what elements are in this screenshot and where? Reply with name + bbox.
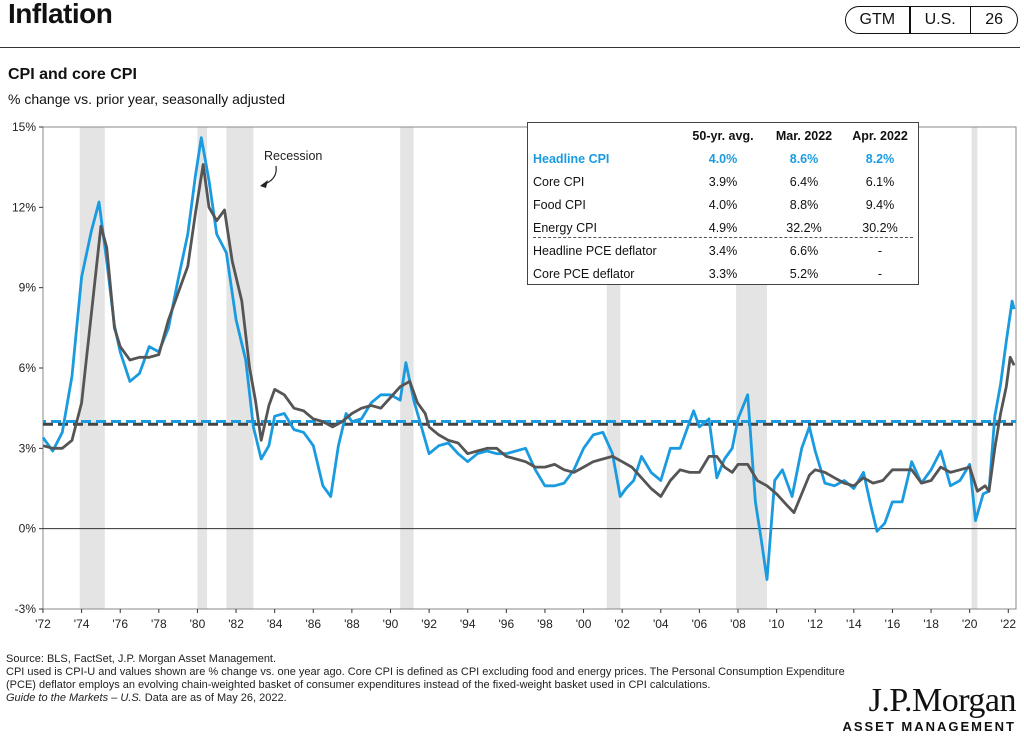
table-cell-label: Core CPI [533, 175, 585, 189]
x-tick-label: '94 [460, 617, 476, 631]
table-cell-avg: 4.0% [708, 198, 738, 212]
header-rule [0, 47, 1020, 48]
table-cell-mar: 8.8% [789, 198, 819, 212]
x-tick-label: '78 [151, 617, 167, 631]
badge-region: U.S. [924, 11, 956, 28]
stats-table: 50-yr. avg. Mar. 2022 Apr. 2022 Headline… [527, 122, 919, 285]
annotation-arrow [261, 165, 277, 186]
x-tick-label: '84 [267, 617, 283, 631]
x-tick-label: '80 [190, 617, 206, 631]
recession-bar [971, 127, 978, 609]
badge-divider [969, 7, 972, 33]
x-tick-label: '72 [35, 617, 51, 631]
logo-name: J.P.Morgan [868, 682, 1017, 719]
chart-subtitle: % change vs. prior year, seasonally adju… [8, 91, 286, 107]
table-cell-label: Headline PCE deflator [533, 244, 657, 258]
y-tick-label: 12% [12, 200, 36, 214]
table-cell-mar: 8.6% [789, 152, 819, 166]
y-tick-label: 6% [19, 361, 37, 375]
table-cell-avg: 4.9% [708, 221, 738, 235]
x-tick-label: '08 [730, 617, 746, 631]
y-tick-label: 15% [12, 120, 36, 134]
page-title: Inflation [8, 0, 113, 29]
jpmorgan-logo: J.P.Morgan ASSET MANAGEMENT [842, 683, 1016, 735]
table-row: Energy CPI 4.9% 32.2% 30.2% [528, 217, 918, 240]
footer-notes: Source: BLS, FactSet, J.P. Morgan Asset … [6, 653, 856, 705]
table-col-header: Apr. 2022 [852, 129, 908, 143]
table-cell-apr: - [877, 244, 883, 258]
x-tick-label: '18 [923, 617, 939, 631]
annotation-arrowhead [260, 180, 268, 188]
recession-bar [197, 127, 208, 609]
recession-annotation: Recession [264, 149, 322, 163]
table-cell-mar: 6.6% [789, 244, 819, 258]
footer-source: Source: BLS, FactSet, J.P. Morgan Asset … [6, 653, 277, 665]
badge-page-number: 26 [985, 11, 1003, 28]
recession-bar [79, 127, 105, 609]
table-cell-label: Energy CPI [533, 221, 597, 235]
x-tick-label: '76 [112, 617, 128, 631]
table-cell-mar: 5.2% [789, 267, 819, 281]
table-cell-avg: 3.3% [708, 267, 738, 281]
x-tick-label: '96 [499, 617, 515, 631]
x-tick-label: '20 [962, 617, 978, 631]
x-tick-label: '98 [537, 617, 553, 631]
table-cell-avg: 3.9% [708, 175, 738, 189]
x-tick-label: '90 [383, 617, 399, 631]
footer-note: CPI used is CPI-U and values shown are %… [6, 666, 845, 691]
table-cell-mar: 6.4% [789, 175, 819, 189]
table-cell-mar: 32.2% [786, 221, 822, 235]
y-tick-label: 3% [19, 441, 37, 455]
x-tick-label: '02 [614, 617, 630, 631]
table-row: Core CPI 3.9% 6.4% 6.1% [528, 171, 918, 194]
table-row: Core PCE deflator 3.3% 5.2% - [528, 263, 918, 286]
table-col-header: Mar. 2022 [775, 129, 833, 143]
headline-cpi-line [41, 136, 1016, 581]
table-cell-avg: 4.0% [708, 152, 738, 166]
logo-sub: ASSET MANAGEMENT [842, 719, 1016, 734]
table-header-row: 50-yr. avg. Mar. 2022 Apr. 2022 [528, 125, 918, 148]
x-tick-label: '16 [885, 617, 901, 631]
x-tick-label: '92 [421, 617, 437, 631]
footer-date-line: Guide to the Markets – U.S. Data are as … [6, 692, 856, 705]
table-cell-apr: 9.4% [865, 198, 895, 212]
y-tick-label: 9% [19, 281, 37, 295]
table-cell-apr: - [877, 267, 883, 281]
x-tick-label: '10 [769, 617, 785, 631]
table-row: Food CPI 4.0% 8.8% 9.4% [528, 194, 918, 217]
table-divider [533, 237, 913, 238]
core-cpi-line [42, 163, 1016, 514]
table-col-header: 50-yr. avg. [692, 129, 754, 143]
x-tick-label: '74 [74, 617, 90, 631]
x-tick-label: '22 [1000, 617, 1016, 631]
x-tick-label: '04 [653, 617, 669, 631]
table-cell-apr: 8.2% [865, 152, 895, 166]
table-row: Headline PCE deflator 3.4% 6.6% - [528, 240, 918, 263]
badge-divider [909, 7, 911, 33]
table-cell-apr: 6.1% [865, 175, 895, 189]
x-tick-label: '14 [846, 617, 862, 631]
table-cell-avg: 3.4% [708, 244, 738, 258]
x-tick-label: '82 [228, 617, 244, 631]
footer-date: Data are as of May 26, 2022. [141, 692, 287, 704]
y-tick-label: 0% [19, 522, 37, 536]
table-cell-label: Food CPI [533, 198, 586, 212]
x-tick-label: '06 [692, 617, 708, 631]
table-cell-label: Core PCE deflator [533, 267, 635, 281]
x-tick-label: '12 [807, 617, 823, 631]
footer-guide: Guide to the Markets – U.S. [6, 692, 142, 704]
y-tick-label: -3% [15, 602, 37, 616]
table-row: Headline CPI 4.0% 8.6% 8.2% [528, 148, 918, 171]
x-tick-label: '00 [576, 617, 592, 631]
x-tick-label: '88 [344, 617, 360, 631]
badge-gtm: GTM [859, 11, 896, 28]
table-cell-apr: 30.2% [862, 221, 898, 235]
x-tick-label: '86 [305, 617, 321, 631]
chart-title: CPI and core CPI [8, 66, 137, 83]
table-cell-label: Headline CPI [533, 152, 610, 166]
page-badge: GTM U.S. 26 [844, 6, 1018, 34]
